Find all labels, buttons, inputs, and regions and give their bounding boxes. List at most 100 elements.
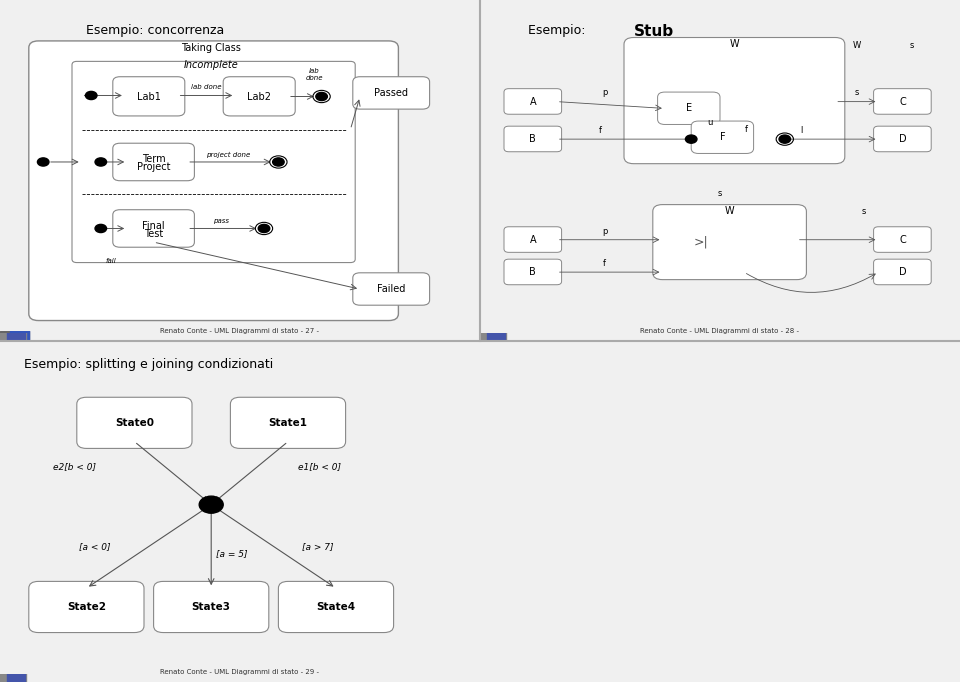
FancyBboxPatch shape xyxy=(504,259,562,285)
Bar xyxy=(0,325,26,349)
Text: Lab1: Lab1 xyxy=(137,91,160,102)
Text: f: f xyxy=(745,125,748,134)
Text: project done: project done xyxy=(205,151,251,158)
FancyBboxPatch shape xyxy=(230,397,346,449)
Bar xyxy=(0,666,26,682)
Text: [a = 5]: [a = 5] xyxy=(216,549,248,558)
Text: Incomplete: Incomplete xyxy=(183,60,239,70)
Text: Final: Final xyxy=(142,221,165,231)
FancyBboxPatch shape xyxy=(504,226,562,252)
Text: State3: State3 xyxy=(192,602,230,612)
Text: l: l xyxy=(801,126,803,135)
FancyBboxPatch shape xyxy=(223,76,296,116)
Text: Project: Project xyxy=(137,162,170,172)
FancyBboxPatch shape xyxy=(874,259,931,285)
Text: e1[b < 0]: e1[b < 0] xyxy=(298,462,341,471)
Text: W: W xyxy=(730,40,739,49)
Text: Renato Conte - UML Diagrammi di stato - 29 -: Renato Conte - UML Diagrammi di stato - … xyxy=(160,669,320,675)
FancyBboxPatch shape xyxy=(353,273,430,306)
Text: s: s xyxy=(910,40,914,50)
Text: A: A xyxy=(530,97,536,106)
Text: e2[b < 0]: e2[b < 0] xyxy=(53,462,96,471)
Bar xyxy=(7,662,25,682)
Circle shape xyxy=(780,135,790,143)
Text: D: D xyxy=(899,267,906,277)
Text: u: u xyxy=(708,118,713,128)
Text: f: f xyxy=(598,126,602,135)
Text: s: s xyxy=(854,88,859,97)
Text: C: C xyxy=(899,97,906,106)
Circle shape xyxy=(95,224,107,233)
Circle shape xyxy=(258,224,270,233)
Circle shape xyxy=(85,91,97,100)
FancyBboxPatch shape xyxy=(113,143,194,181)
Circle shape xyxy=(273,158,284,166)
FancyBboxPatch shape xyxy=(278,581,394,633)
Bar xyxy=(480,325,507,349)
Text: E: E xyxy=(685,104,692,113)
Text: W: W xyxy=(725,207,734,216)
FancyBboxPatch shape xyxy=(113,76,184,116)
Text: A: A xyxy=(530,235,536,245)
FancyBboxPatch shape xyxy=(658,92,720,124)
FancyBboxPatch shape xyxy=(874,89,931,114)
Text: lab done: lab done xyxy=(191,85,222,91)
FancyBboxPatch shape xyxy=(874,226,931,252)
Text: Term: Term xyxy=(142,154,165,164)
FancyBboxPatch shape xyxy=(72,61,355,263)
Text: [a < 0]: [a < 0] xyxy=(79,542,110,551)
Text: State1: State1 xyxy=(269,418,307,428)
FancyBboxPatch shape xyxy=(874,126,931,152)
FancyBboxPatch shape xyxy=(624,38,845,164)
Text: B: B xyxy=(529,267,537,277)
Bar xyxy=(0,331,29,341)
FancyBboxPatch shape xyxy=(29,581,144,633)
Circle shape xyxy=(200,496,224,514)
FancyBboxPatch shape xyxy=(154,581,269,633)
Text: State0: State0 xyxy=(115,418,154,428)
Text: Taking Class: Taking Class xyxy=(181,43,241,53)
FancyBboxPatch shape xyxy=(77,397,192,449)
Circle shape xyxy=(95,158,107,166)
Text: lab
done: lab done xyxy=(305,68,324,81)
Text: [a > 7]: [a > 7] xyxy=(302,542,334,551)
Text: Renato Conte - UML Diagrammi di stato - 27 -: Renato Conte - UML Diagrammi di stato - … xyxy=(160,328,320,334)
Text: Esempio:: Esempio: xyxy=(528,24,589,37)
FancyBboxPatch shape xyxy=(691,121,754,153)
Text: Renato Conte - UML Diagrammi di stato - 28 -: Renato Conte - UML Diagrammi di stato - … xyxy=(640,328,800,334)
Text: p: p xyxy=(602,227,608,236)
FancyBboxPatch shape xyxy=(653,205,806,280)
Text: Failed: Failed xyxy=(377,284,405,294)
Bar xyxy=(10,321,29,346)
Text: B: B xyxy=(529,134,537,144)
FancyBboxPatch shape xyxy=(504,89,562,114)
FancyBboxPatch shape xyxy=(113,210,194,248)
FancyBboxPatch shape xyxy=(29,41,398,321)
Text: Esempio: concorrenza: Esempio: concorrenza xyxy=(86,24,225,37)
Text: Test: Test xyxy=(144,229,163,239)
Text: s: s xyxy=(718,189,722,198)
FancyBboxPatch shape xyxy=(504,126,562,152)
Text: F: F xyxy=(720,132,725,143)
Bar xyxy=(487,321,505,353)
Text: Lab2: Lab2 xyxy=(248,91,272,102)
Text: pass: pass xyxy=(213,218,228,224)
Text: D: D xyxy=(899,134,906,144)
Text: State4: State4 xyxy=(317,602,355,612)
Text: C: C xyxy=(899,235,906,245)
Text: State2: State2 xyxy=(67,602,106,612)
Circle shape xyxy=(37,158,49,166)
Text: f: f xyxy=(603,259,607,268)
Text: Stub: Stub xyxy=(634,24,674,39)
Text: p: p xyxy=(602,88,608,97)
FancyBboxPatch shape xyxy=(353,77,430,109)
Text: Esempio: splitting e joining condizionati: Esempio: splitting e joining condizionat… xyxy=(24,358,274,371)
Text: Passed: Passed xyxy=(374,88,408,98)
Circle shape xyxy=(316,93,327,101)
Text: >|: >| xyxy=(693,235,708,249)
Text: fail: fail xyxy=(106,258,116,264)
Text: s: s xyxy=(862,207,866,216)
Text: W: W xyxy=(852,40,861,50)
Circle shape xyxy=(685,135,697,143)
Bar xyxy=(7,321,25,353)
